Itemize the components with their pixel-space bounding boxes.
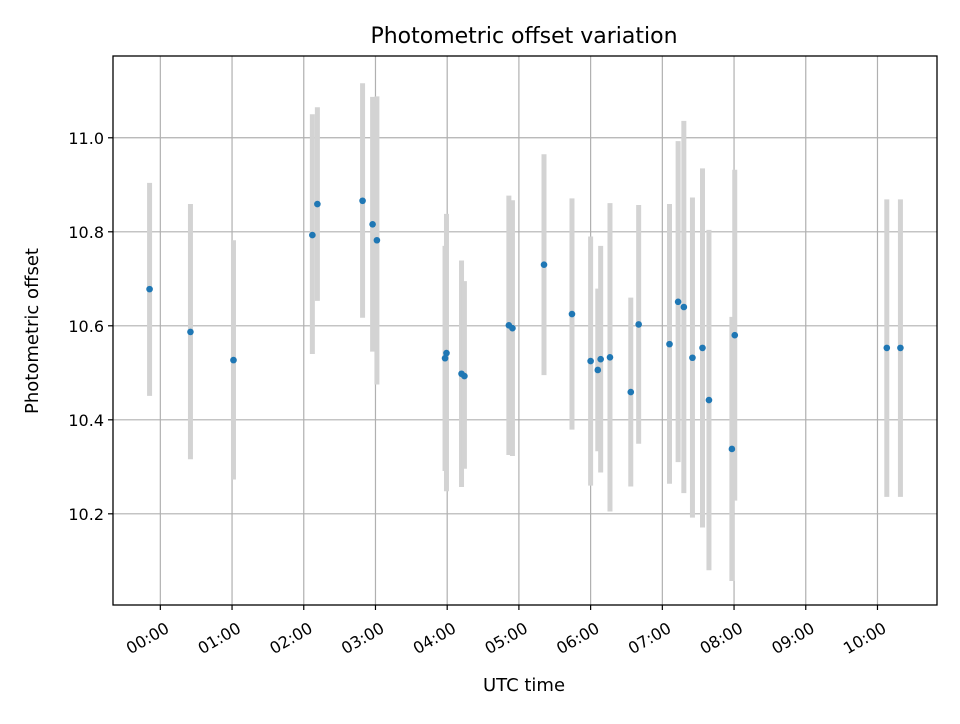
chart-title: Photometric offset variation — [370, 24, 677, 49]
data-points — [146, 197, 904, 453]
data-point — [597, 355, 604, 363]
x-tick-label: 09:00 — [768, 618, 817, 658]
x-tick-label: 10:00 — [840, 618, 889, 658]
data-point — [540, 261, 548, 268]
data-point — [443, 349, 450, 357]
grid — [113, 56, 937, 605]
data-point — [587, 357, 594, 365]
data-point — [187, 328, 194, 336]
data-point — [359, 197, 366, 205]
y-axis-label: Photometric offset — [22, 248, 43, 414]
data-point — [309, 231, 316, 239]
data-point — [606, 353, 614, 361]
data-point — [699, 344, 706, 352]
data-point — [680, 303, 688, 311]
data-point — [369, 220, 376, 228]
y-axis-ticks: 10.2 10.4 10.6 10.8 11.0 — [68, 129, 113, 524]
y-tick-label: 10.2 — [68, 505, 104, 524]
data-point — [461, 372, 468, 380]
y-tick-label: 10.4 — [68, 411, 104, 430]
data-point — [897, 344, 904, 352]
plot-frame — [112, 55, 938, 606]
x-tick-label: 03:00 — [338, 618, 387, 658]
data-point — [635, 321, 642, 328]
data-point — [674, 298, 682, 306]
y-tick-label: 10.6 — [68, 317, 104, 336]
x-tick-label: 07:00 — [625, 618, 674, 658]
data-point — [441, 354, 449, 362]
data-point — [568, 310, 576, 318]
data-point — [594, 366, 602, 374]
data-point — [728, 445, 736, 453]
y-tick-label: 11.0 — [68, 129, 104, 148]
data-point — [314, 200, 321, 208]
data-point — [373, 236, 381, 244]
y-tick-label: 10.8 — [68, 223, 104, 242]
data-point — [230, 356, 237, 364]
data-point — [883, 344, 891, 352]
data-point — [146, 285, 153, 293]
x-tick-label: 01:00 — [195, 618, 244, 658]
x-tick-label: 02:00 — [266, 618, 315, 658]
x-axis-label: UTC time — [483, 675, 565, 696]
data-point — [705, 396, 713, 404]
data-point — [627, 388, 635, 396]
x-tick-label: 06:00 — [553, 618, 602, 658]
x-tick-label: 05:00 — [481, 618, 530, 658]
x-tick-label: 04:00 — [410, 618, 459, 658]
error-bars — [147, 83, 903, 582]
x-tick-label: 00:00 — [123, 618, 172, 658]
x-axis-ticks: 00:00 01:00 02:00 03:00 04:00 05:00 06:00 07:00… — [123, 605, 889, 658]
data-point — [666, 340, 673, 348]
x-tick-label: 08:00 — [697, 618, 746, 658]
data-point — [509, 324, 516, 332]
data-point — [689, 354, 696, 362]
data-point — [731, 331, 739, 339]
